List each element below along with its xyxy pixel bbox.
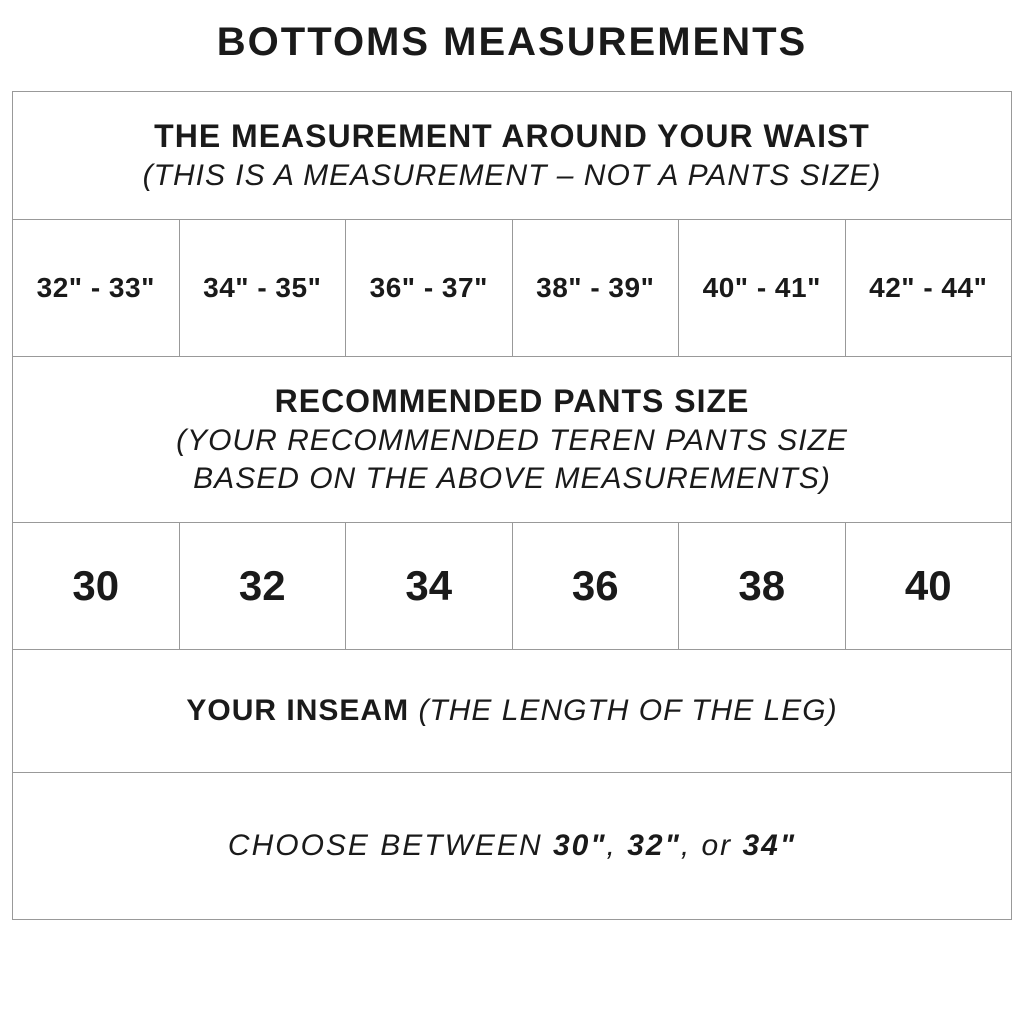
waist-heading: THE MEASUREMENT AROUND YOUR WAIST <box>25 118 999 155</box>
waist-cell: 38" - 39" <box>513 220 680 356</box>
inseam-sep-1: , <box>607 829 628 862</box>
pants-values-row: 30 32 34 36 38 40 <box>13 523 1011 650</box>
page-title: BOTTOMS MEASUREMENTS <box>10 20 1014 65</box>
inseam-opt-1: 30" <box>553 829 607 862</box>
inseam-opt-2: 32" <box>627 829 681 862</box>
inseam-sep-2: , or <box>681 829 743 862</box>
pants-cell: 40 <box>846 523 1012 649</box>
inseam-header: YOUR INSEAM (THE LENGTH OF THE LEG) <box>13 650 1011 773</box>
waist-cell: 40" - 41" <box>679 220 846 356</box>
pants-subheading-2: BASED ON THE ABOVE MEASUREMENTS) <box>25 462 999 496</box>
inseam-heading: YOUR INSEAM <box>186 694 409 727</box>
waist-header: THE MEASUREMENT AROUND YOUR WAIST (THIS … <box>13 92 1011 220</box>
pants-cell: 34 <box>346 523 513 649</box>
pants-cell: 38 <box>679 523 846 649</box>
measurements-table: THE MEASUREMENT AROUND YOUR WAIST (THIS … <box>12 91 1012 920</box>
waist-subheading: (THIS IS A MEASUREMENT – NOT A PANTS SIZ… <box>25 159 999 193</box>
inseam-choice: CHOOSE BETWEEN 30", 32", or 34" <box>13 773 1011 919</box>
inseam-choice-prefix: CHOOSE BETWEEN <box>228 829 553 862</box>
pants-heading: RECOMMENDED PANTS SIZE <box>25 383 999 420</box>
waist-cell: 36" - 37" <box>346 220 513 356</box>
waist-cell: 32" - 33" <box>13 220 180 356</box>
inseam-subheading: (THE LENGTH OF THE LEG) <box>418 694 837 727</box>
pants-cell: 36 <box>513 523 680 649</box>
pants-header: RECOMMENDED PANTS SIZE (YOUR RECOMMENDED… <box>13 357 1011 523</box>
waist-cell: 42" - 44" <box>846 220 1012 356</box>
pants-cell: 32 <box>180 523 347 649</box>
inseam-opt-3: 34" <box>743 829 797 862</box>
waist-cell: 34" - 35" <box>180 220 347 356</box>
waist-values-row: 32" - 33" 34" - 35" 36" - 37" 38" - 39" … <box>13 220 1011 357</box>
pants-cell: 30 <box>13 523 180 649</box>
pants-subheading-1: (YOUR RECOMMENDED TEREN PANTS SIZE <box>25 424 999 458</box>
